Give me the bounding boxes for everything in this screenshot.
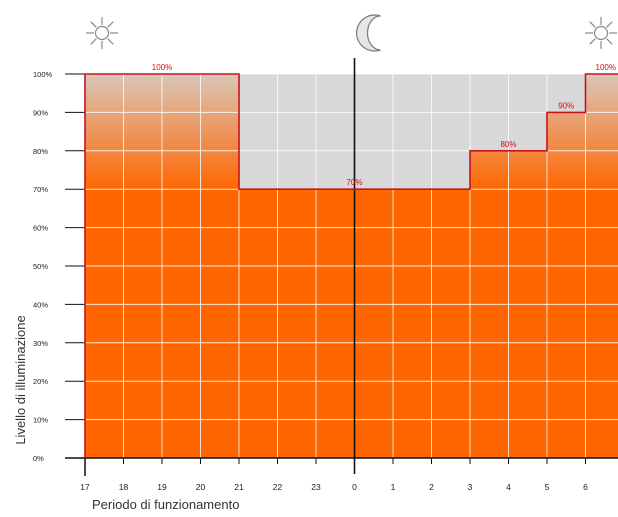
sun-icon [585,17,617,49]
sun-ray [90,21,97,28]
sun-ray [589,21,596,28]
sun-disc [94,25,110,41]
x-tick-label: 23 [311,482,321,492]
sun-ray [589,38,596,45]
sun-icon [86,17,118,49]
y-tick-label: 30% [33,339,48,348]
y-tick-label: 20% [33,377,48,386]
moon-icon [355,14,381,52]
step-value-label: 100% [152,63,172,72]
x-tick-label: 4 [506,482,511,492]
y-tick-label: 80% [33,147,48,156]
x-tick-label: 22 [273,482,283,492]
axes [65,58,618,476]
sun-disc [593,25,609,41]
x-axis-title: Periodo di funzionamento [92,497,239,512]
x-tick-label: 19 [157,482,167,492]
y-tick-label: 60% [33,224,48,233]
y-tick-label: 70% [33,185,48,194]
sun-ray [606,38,613,45]
step-line [84,73,618,458]
step-value-label: 70% [346,178,362,187]
tick-labels: 0% 10% 20% 30% 40% 50% 60% 70% 80% 90% 100% 17 18 19 2… [33,70,588,492]
step-labels: 100% 70% 80% 90% 100% [152,63,616,187]
y-tick-label: 50% [33,262,48,271]
y-tick-label: 40% [33,300,48,309]
x-tick-label: 3 [468,482,473,492]
y-axis-title: Livello di illuminazione [13,315,28,444]
x-tick-label: 20 [196,482,206,492]
step-value-label: 100% [596,63,616,72]
step-value-label: 90% [558,101,574,110]
sun-ray [107,38,114,45]
x-tick-label: 0 [352,482,357,492]
step-outline [84,73,618,458]
moon-crescent [355,14,381,52]
step-value-label: 80% [500,140,516,149]
x-tick-label: 5 [545,482,550,492]
y-tick-label: 10% [33,416,48,425]
x-tick-label: 21 [234,482,244,492]
y-tick-label: 0% [33,454,44,463]
icons [86,14,617,52]
x-tick-label: 1 [391,482,396,492]
sun-ray [107,21,114,28]
sun-ray [606,21,613,28]
x-tick-label: 6 [583,482,588,492]
y-tick-label: 100% [33,70,53,79]
x-tick-label: 18 [119,482,129,492]
x-tick-label: 17 [80,482,90,492]
y-tick-label: 90% [33,108,48,117]
x-tick-label: 2 [429,482,434,492]
sun-ray [90,38,97,45]
